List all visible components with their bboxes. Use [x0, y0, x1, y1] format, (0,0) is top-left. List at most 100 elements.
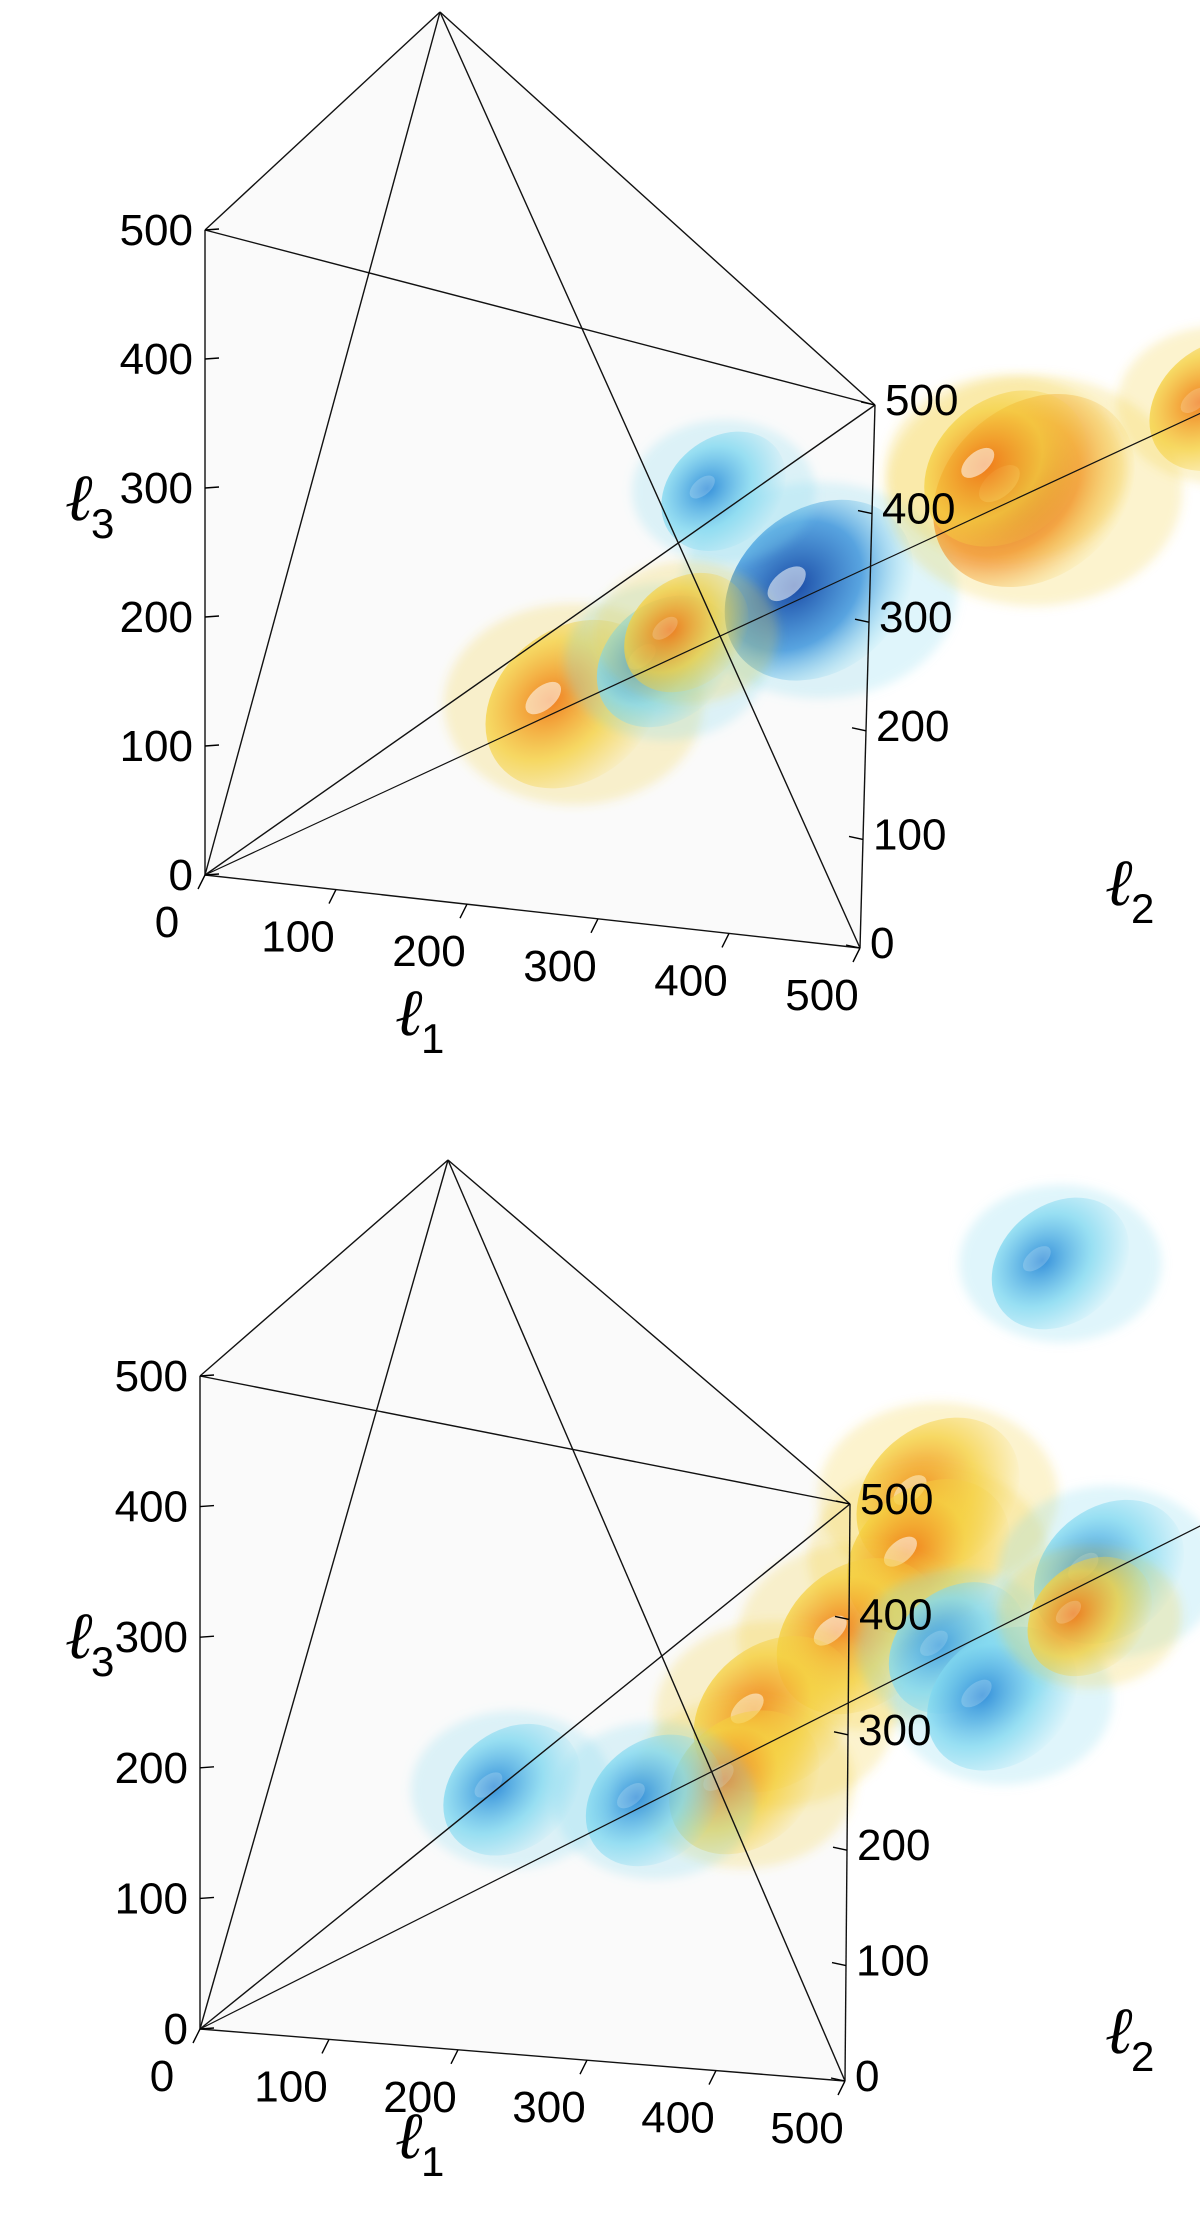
tick-label-l1: 0 — [150, 2052, 174, 2101]
plot-svg-bottom: 00 01001001002002002003003003004004004005… — [65, 1159, 1200, 2185]
tick-label-l2: 100 — [856, 1937, 929, 1986]
tick-mark-l2 — [845, 944, 861, 949]
diagonal-line — [204, 412, 1200, 876]
tetrahedron-edge — [439, 11, 861, 949]
isosurface-positive — [924, 390, 1088, 547]
isosurface-negative — [443, 1723, 581, 1856]
tick-mark-l2 — [830, 2077, 846, 2082]
tetrahedron-edge — [204, 404, 876, 876]
tick-label-l2: 200 — [876, 702, 949, 751]
tick-mark-l2 — [854, 618, 870, 623]
tick-label-l3: 200 — [115, 1744, 188, 1793]
tetrahedron-edge — [199, 1375, 851, 1505]
axis-label-l3-subscript: 3 — [91, 500, 114, 547]
isosurface-highlight — [525, 681, 562, 715]
tick-label-l1: 0 — [155, 898, 179, 947]
isosurface-highlight — [1022, 1246, 1051, 1272]
tick-label-l2: 200 — [857, 1821, 930, 1870]
tetrahedron-edge — [199, 1159, 449, 2030]
isosurface-highlight — [652, 616, 678, 640]
tetrahedron-edge — [447, 1159, 846, 2082]
axis-label-l1-subscript: 1 — [421, 2138, 444, 2185]
tick-label-l1: 300 — [512, 2083, 585, 2132]
isosurface-negative — [661, 431, 786, 551]
tetrahedron-edge — [204, 874, 861, 949]
tick-mark-l2 — [832, 1846, 848, 1851]
tick-label-l3: 0 — [164, 2005, 188, 2054]
tick-label-l3: 300 — [120, 464, 193, 513]
tick-label-l2: 500 — [860, 1475, 933, 1524]
isosurface-highlight — [617, 1783, 645, 1809]
tick-mark-l1 — [590, 918, 599, 934]
tick-mark-l3 — [199, 1896, 215, 1900]
tick-mark-l1 — [579, 2059, 588, 2075]
tetrahedron-edge — [204, 11, 441, 231]
tick-label-l2: 400 — [859, 1590, 932, 1639]
tick-label-l2: 100 — [873, 810, 946, 859]
tick-mark-l3 — [199, 2027, 215, 2030]
tetrahedron-edge — [439, 11, 876, 406]
isosurface-highlight — [767, 566, 806, 602]
isosurface-highlight — [961, 1679, 992, 1708]
tick-mark-l3 — [204, 744, 220, 747]
diagonal-line — [199, 1525, 1200, 2030]
tick-mark-l2 — [834, 1615, 850, 1621]
axis-label-l1-subscript: 1 — [421, 1015, 444, 1062]
tetrahedron-plot-top: 0 0 0 100 100 100 200 200 200 300 300 300 400 400 400 5… — [0, 0, 1200, 1117]
tick-mark-l1 — [450, 2049, 459, 2065]
axis-label-l3-subscript: 3 — [91, 1638, 114, 1685]
isosurface-highlight — [1055, 1600, 1082, 1624]
tick-mark-l1 — [459, 903, 468, 919]
axis-label-l2: ℓ — [1105, 844, 1133, 921]
tick-mark-l2 — [833, 1731, 849, 1736]
tick-mark-l3 — [204, 615, 220, 618]
tick-label-l3: 500 — [115, 1352, 188, 1401]
tick-label-l3: 300 — [115, 1613, 188, 1662]
tick-mark-l3 — [199, 1374, 215, 1377]
tetrahedron-edge — [199, 1159, 449, 1377]
tetrahedron-edge — [447, 1159, 851, 1505]
tick-mark-l2 — [831, 1961, 847, 1967]
axis-label-l3: ℓ — [65, 459, 93, 536]
tick-label-l2: 500 — [885, 376, 958, 425]
axis-label-l1: ℓ — [395, 2097, 423, 2174]
tick-label-l3: 100 — [120, 722, 193, 771]
tick-mark-l1 — [197, 874, 206, 890]
tick-label-l1: 500 — [770, 2104, 843, 2153]
tick-mark-l1 — [721, 933, 730, 948]
tick-label-l3: 500 — [120, 206, 193, 255]
tick-mark-l1 — [837, 2080, 846, 2096]
tick-label-l2: 0 — [870, 919, 894, 968]
tick-mark-l1 — [328, 889, 337, 904]
isosurface-highlight — [961, 447, 995, 478]
plot-svg-top: 00 01001001002002002003003003004004004005… — [65, 11, 1200, 1062]
tick-mark-l3 — [199, 1766, 215, 1769]
isosurface-negative — [991, 1197, 1130, 1330]
tetrahedron-edge — [204, 229, 876, 406]
tick-mark-l2 — [851, 727, 867, 732]
tick-label-l1: 200 — [392, 927, 465, 976]
tick-label-l3: 0 — [169, 851, 193, 900]
tick-label-l1: 200 — [383, 2073, 456, 2122]
tick-mark-l3 — [199, 1635, 215, 1638]
tetrahedron-edge — [844, 1503, 851, 2082]
tick-label-l3: 200 — [120, 593, 193, 642]
tick-mark-l3 — [204, 873, 220, 876]
tick-label-l1: 400 — [641, 2094, 714, 2143]
tick-mark-l2 — [848, 835, 864, 841]
isosurface-highlight — [1180, 387, 1200, 414]
tetrahedron-edge — [199, 2028, 846, 2082]
tick-label-l2: 300 — [879, 593, 952, 642]
tick-mark-l1 — [852, 947, 861, 963]
tetrahedron-edge — [199, 1503, 851, 2030]
tick-mark-l1 — [708, 2070, 717, 2085]
tick-mark-l3 — [204, 228, 220, 231]
isosurface-positive — [624, 572, 749, 693]
tick-label-l2: 0 — [855, 2052, 879, 2101]
tick-mark-l2 — [835, 1500, 851, 1505]
tick-label-l1: 400 — [654, 956, 727, 1005]
isosurface-positive — [1149, 339, 1200, 471]
tetrahedron-edge — [204, 11, 441, 876]
tick-mark-l1 — [321, 2039, 330, 2054]
isosurface-positive — [1027, 1556, 1153, 1677]
